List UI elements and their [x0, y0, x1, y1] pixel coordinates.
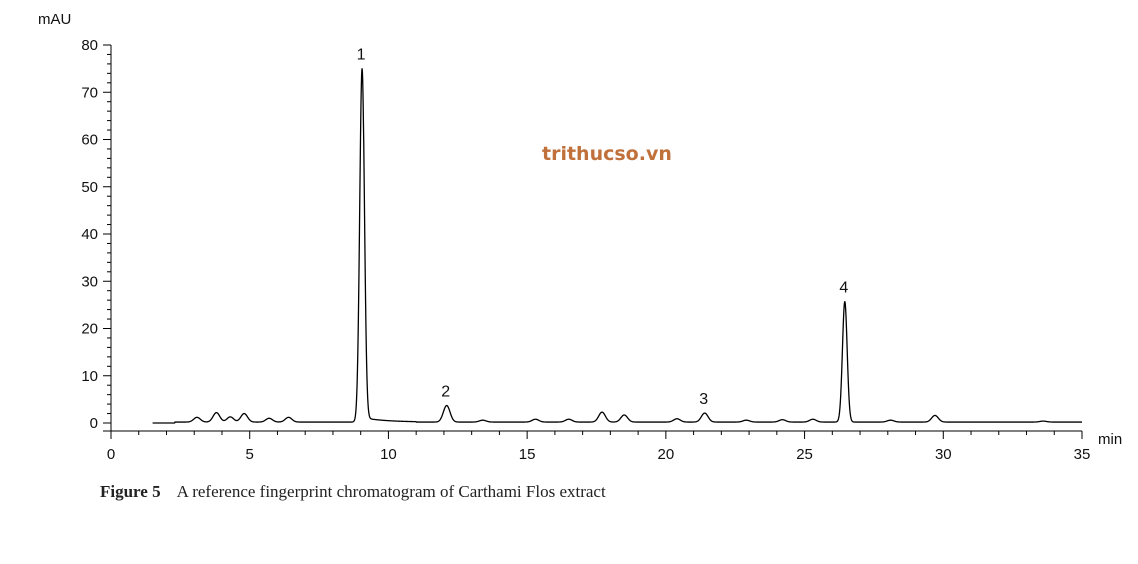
y-tick-label: 20	[81, 321, 98, 338]
chromatogram-trace	[152, 68, 1083, 424]
peak-label: 1	[357, 47, 366, 64]
x-tick-label: 35	[1074, 446, 1091, 463]
chromatogram-chart: 0 10 20 30 40 50 60 70 80 0 5 10 15 20 25 30 35 1 2 3 4 mAU…	[38, 11, 1122, 463]
y-tick-label: 60	[81, 132, 98, 149]
caption-text: A reference fingerprint chromatogram of …	[176, 482, 606, 501]
x-tick-label: 20	[658, 446, 675, 463]
peak-label: 2	[441, 384, 450, 401]
y-tick-label: 50	[81, 179, 98, 196]
figure-number: Figure 5	[100, 482, 161, 501]
y-tick-label: 80	[81, 37, 98, 54]
y-tick-label: 0	[90, 415, 98, 432]
axes: 0 10 20 30 40 50 60 70 80 0 5 10 15 20 25 30 35	[81, 37, 1090, 463]
peak-label: 3	[699, 391, 708, 408]
y-tick-label: 30	[81, 273, 98, 290]
y-tick-label: 70	[81, 84, 98, 101]
y-tick-label: 40	[81, 226, 98, 243]
figure-caption: Figure 5 A reference fingerprint chromato…	[100, 482, 606, 502]
peak-label: 4	[839, 280, 848, 297]
watermark-text: trithucso.vn	[542, 143, 672, 165]
x-axis-unit-label: min	[1098, 431, 1122, 448]
x-tick-label: 10	[380, 446, 397, 463]
x-tick-label: 15	[519, 446, 536, 463]
x-tick-label: 30	[935, 446, 952, 463]
x-tick-label: 5	[246, 446, 254, 463]
y-axis-unit-label: mAU	[38, 11, 71, 28]
x-tick-label: 25	[796, 446, 813, 463]
y-tick-label: 10	[81, 368, 98, 385]
x-tick-label: 0	[107, 446, 115, 463]
labels: 1 2 3 4	[357, 47, 849, 408]
